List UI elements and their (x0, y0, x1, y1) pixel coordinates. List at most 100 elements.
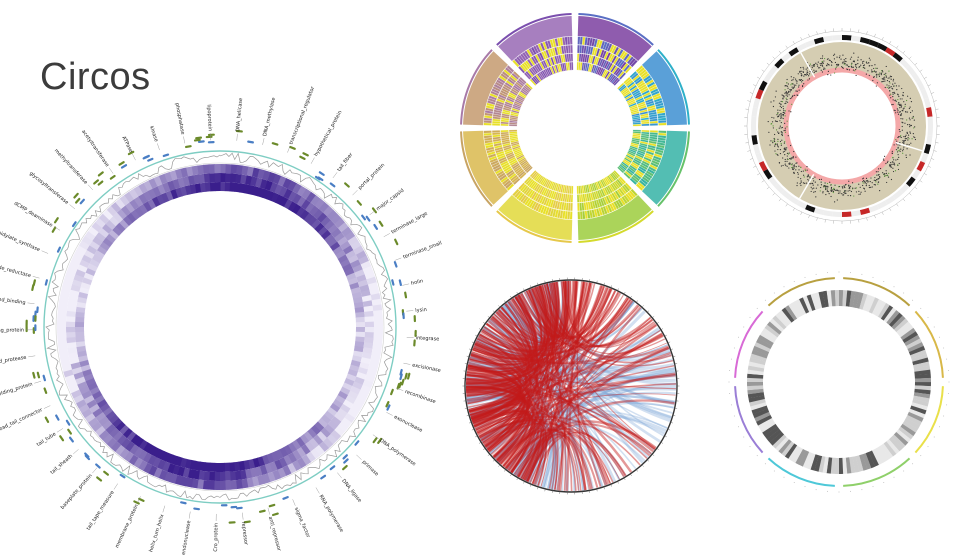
heatmap-cell (219, 463, 225, 472)
tick (801, 212, 802, 215)
tick-dot (750, 446, 751, 447)
scatter-point (906, 138, 907, 139)
blue-mark (73, 222, 76, 226)
scatter-point (783, 115, 784, 116)
scatter-point (776, 91, 777, 92)
scatter-point (886, 84, 887, 85)
blue-mark (56, 416, 58, 420)
scatter-point (808, 75, 809, 76)
tick (874, 215, 875, 218)
scatter-point (844, 61, 845, 62)
green-mark (408, 374, 409, 379)
scatter-point (884, 173, 885, 174)
scatter-point (798, 174, 799, 175)
scatter-point (784, 142, 785, 143)
scatter-point (888, 176, 889, 177)
scatter-point (895, 112, 896, 113)
scatter-point (898, 150, 899, 151)
green-mark (270, 505, 274, 506)
rainbow-cell (577, 186, 579, 194)
scatter-point (809, 65, 810, 66)
gene-label: lysin (415, 307, 427, 314)
scatter-point (779, 103, 780, 104)
scatter-point (815, 191, 816, 192)
karyotype-band (832, 35, 842, 40)
green-mark (303, 153, 307, 155)
scatter-point (848, 181, 849, 182)
scatter-point (889, 164, 890, 165)
karyotype-band (928, 116, 933, 126)
scatter-point (879, 190, 880, 191)
scatter-point (783, 151, 784, 152)
scatter-point (890, 166, 891, 167)
gene-label: ATPase (120, 135, 133, 153)
scatter-point (822, 71, 823, 72)
scatter-point (906, 100, 907, 101)
scatter-point (827, 183, 828, 184)
scatter-point (804, 183, 805, 184)
scatter-point (909, 119, 910, 120)
tick (808, 34, 809, 37)
scatter-point (822, 66, 823, 67)
rainbow-cell (570, 37, 573, 45)
scatter-point (890, 97, 891, 98)
scatter-point (907, 139, 908, 140)
scatter-point (791, 97, 792, 98)
scatter-point (878, 174, 879, 175)
blue-mark (344, 459, 347, 462)
scatter-point (884, 78, 885, 79)
tick (493, 460, 495, 462)
scatter-point (798, 169, 799, 170)
scatter-point (792, 96, 793, 97)
scatter-point (788, 153, 789, 154)
scatter-point (785, 128, 786, 129)
gene-label: portal_protein (357, 162, 386, 191)
scatter-point (784, 154, 785, 155)
scatter-point (898, 169, 899, 170)
green-mark (55, 218, 58, 222)
scatter-point (835, 62, 836, 63)
scatter-point (872, 182, 873, 183)
scatter-point (803, 175, 804, 176)
scatter-point (842, 55, 843, 56)
scatter-point (842, 186, 843, 187)
scatter-point (909, 144, 910, 145)
karyotype-band (751, 126, 756, 136)
tick-dot (861, 489, 862, 490)
tick (745, 142, 748, 143)
tick-dot (774, 470, 775, 471)
heatmap-cell (220, 164, 226, 173)
ideogram-band (915, 378, 931, 382)
ideogram-circos (728, 276, 954, 502)
scatter-point (874, 180, 875, 181)
gene-label: baseplate_protein (60, 473, 94, 511)
scatter-point (802, 71, 803, 72)
label-tick (183, 136, 184, 143)
scatter-point (838, 193, 839, 194)
scatter-point (897, 110, 898, 111)
scatter-point (892, 162, 893, 163)
scatter-point (800, 167, 801, 168)
scatter-point (849, 190, 850, 191)
label-tick (163, 506, 165, 513)
tick-dot (743, 437, 744, 438)
scatter-point (877, 183, 878, 184)
tick-dot (949, 382, 950, 383)
tick (817, 31, 818, 34)
green-mark (68, 430, 71, 434)
green-mark (139, 499, 143, 501)
heatmap-cell (365, 316, 374, 322)
scatter-point (836, 57, 837, 58)
scatter-point (863, 182, 864, 183)
scatter-point (883, 79, 884, 80)
green-mark (120, 162, 124, 164)
scatter-point (864, 68, 865, 69)
scatter-point (910, 143, 911, 144)
scatter-point (796, 94, 797, 95)
scatter-point (844, 193, 845, 194)
scatter-point (867, 70, 868, 71)
scatter-point (830, 60, 831, 61)
tick-dot (805, 277, 806, 278)
scatter-point (844, 59, 845, 60)
scatter-point (902, 153, 903, 154)
